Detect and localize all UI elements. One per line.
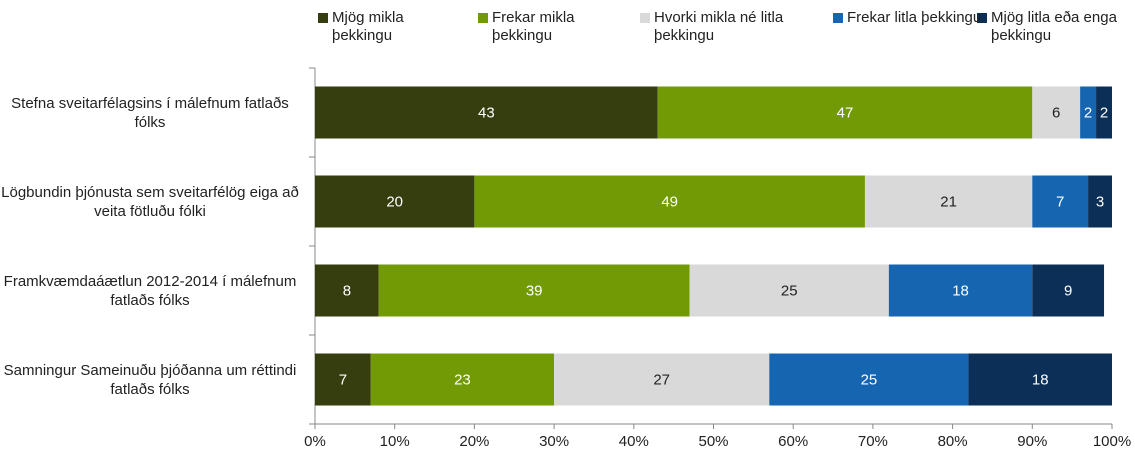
legend-label: Frekar litla þekkingu — [847, 9, 982, 26]
bar-segment — [315, 175, 475, 228]
x-tick-label: 30% — [539, 433, 569, 450]
x-tick-label: 20% — [459, 433, 489, 450]
x-tick-label: 50% — [698, 433, 728, 450]
legend-label: Mjög mikla þekkingu — [332, 9, 404, 44]
x-tick-label: 60% — [778, 433, 808, 450]
bar-segment — [769, 353, 969, 406]
data-label: 2 — [1100, 104, 1108, 121]
data-label: 20 — [386, 193, 403, 210]
data-label: 7 — [339, 371, 347, 388]
data-label: 6 — [1052, 104, 1060, 121]
category-label: Framkvæmdaáætlun 2012-2014 í málefnum fa… — [3, 272, 297, 309]
data-label: 3 — [1096, 193, 1104, 210]
bar-segment — [474, 175, 865, 228]
data-label: 2 — [1084, 104, 1092, 121]
legend-swatch — [478, 13, 488, 23]
x-tick-label: 0% — [304, 433, 326, 450]
bar-segment — [1096, 86, 1112, 139]
data-label: 49 — [661, 193, 678, 210]
legend-swatch — [977, 13, 987, 23]
bar-segment — [1032, 86, 1081, 139]
data-label: 27 — [653, 371, 670, 388]
bar-segment — [315, 353, 371, 406]
bar-segment — [1088, 175, 1112, 228]
data-label: 25 — [781, 282, 798, 299]
legend-label: Frekar mikla þekkingu — [492, 9, 575, 44]
legend-swatch — [318, 13, 328, 23]
x-tick-label: 10% — [380, 433, 410, 450]
data-label: 43 — [478, 104, 495, 121]
data-label: 47 — [837, 104, 854, 121]
x-tick-label: 80% — [938, 433, 968, 450]
x-tick-label: 40% — [619, 433, 649, 450]
x-tick-label: 100% — [1093, 433, 1131, 450]
data-label: 8 — [343, 282, 351, 299]
data-label: 18 — [952, 282, 969, 299]
legend-label: Hvorki mikla né litla þekkingu — [654, 9, 784, 44]
data-label: 9 — [1064, 282, 1072, 299]
bar-segment — [1032, 175, 1089, 228]
legend-swatch — [833, 13, 843, 23]
bar-segment — [968, 353, 1112, 406]
category-label: Samningur Sameinuðu þjóðanna um réttindi… — [3, 361, 297, 398]
category-label: Lögbundin þjónusta sem sveitarfélög eiga… — [1, 183, 299, 220]
legend-label: Mjög litla eða enga þekkingu — [991, 9, 1117, 44]
bar-segment — [689, 264, 889, 317]
data-label: 7 — [1056, 193, 1064, 210]
bar-segment — [1080, 86, 1097, 139]
bar-segment — [657, 86, 1033, 139]
legend-swatch — [640, 13, 650, 23]
category-label: Stefna sveitarfélagsins í málefnum fatla… — [11, 94, 289, 131]
data-label: 21 — [940, 193, 957, 210]
bar-segment — [315, 264, 379, 317]
x-tick-label: 70% — [858, 433, 888, 450]
bar-segment — [864, 175, 1033, 228]
bar-segment — [888, 264, 1033, 317]
data-label: 23 — [454, 371, 471, 388]
bar-segment — [1032, 264, 1105, 317]
data-label: 39 — [526, 282, 543, 299]
data-label: 18 — [1032, 371, 1049, 388]
bar-segment — [554, 353, 770, 406]
x-tick-label: 90% — [1017, 433, 1047, 450]
bar-segment — [378, 264, 690, 317]
bar-segment — [315, 86, 658, 139]
data-label: 25 — [861, 371, 878, 388]
bar-segment — [370, 353, 555, 406]
